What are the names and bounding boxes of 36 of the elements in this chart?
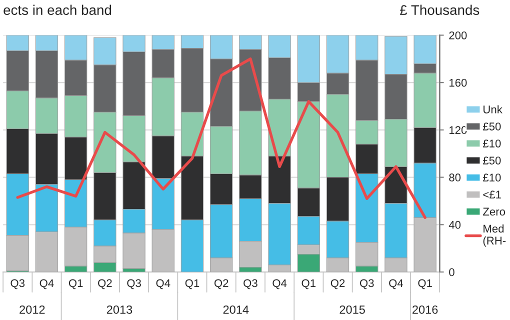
x-tick-label: Q2 [214,279,228,290]
legend-label: £10 [482,140,501,148]
x-tick-label: Q4 [40,279,54,290]
x-tick-label: Q3 [360,279,374,290]
x-tick-label: Q4 [272,279,287,290]
x-tick-label: Q1 [418,279,432,290]
text: 2015 [340,305,365,314]
legend-label: <£1 [483,190,501,198]
x-tick-label: Q3 [10,279,25,290]
y2-tick-label: 0 [449,268,454,276]
x-tick-label: Q3 [127,279,141,290]
x-tick-label: Q4 [389,279,404,290]
y2-axis-title: £ Thousands [400,4,480,15]
y2-tick-label: 160 [449,78,467,87]
y2-tick-label: 200 [449,31,467,40]
x-tick-label: Q3 [244,279,258,290]
line-series [16,57,426,219]
legend-label: £50 [482,156,501,164]
chart-title: ects in each band [4,4,112,15]
legend-label: £10 [482,174,501,182]
text: 2012 [20,305,45,314]
text: 2013 [106,305,132,314]
legend-label: Med (RH- [483,224,506,247]
x-tick-label: Q2 [330,279,345,290]
x-tick-label: Q1 [185,279,200,290]
x-tick-label: Q2 [98,279,112,290]
y2-tick-label: 40 [448,220,461,229]
legend-label: Unk [484,105,502,114]
x-tick-label: Q1 [302,279,316,290]
x-tick-label: Q4 [156,279,170,290]
legend-label: £50 [482,122,501,130]
x-tick-label: Q1 [68,279,83,290]
text: 2016 [412,305,438,314]
y2-tick-label: 80 [449,174,461,182]
legend-label: Zero [483,208,506,216]
text: 2014 [223,305,249,314]
